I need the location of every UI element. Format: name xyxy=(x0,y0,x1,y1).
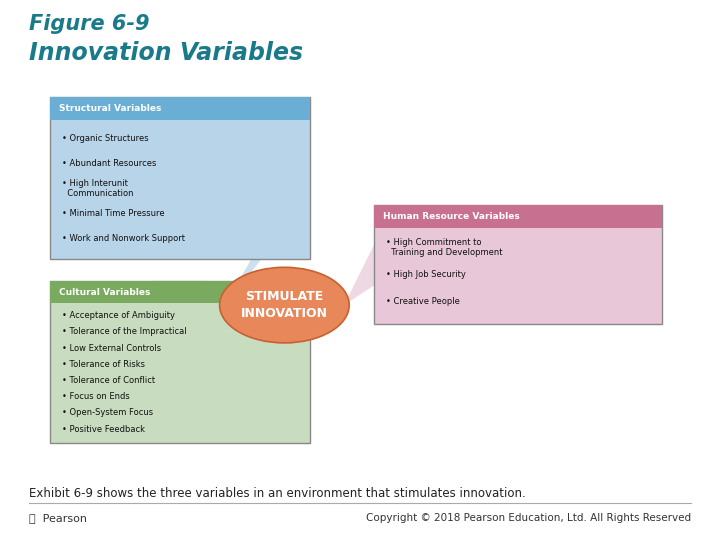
FancyBboxPatch shape xyxy=(374,205,662,228)
Text: Cultural Variables: Cultural Variables xyxy=(59,288,150,296)
Polygon shape xyxy=(344,244,374,305)
Text: Copyright © 2018 Pearson Education, Ltd. All Rights Reserved: Copyright © 2018 Pearson Education, Ltd.… xyxy=(366,514,691,523)
Text: • Tolerance of Risks: • Tolerance of Risks xyxy=(62,360,145,369)
Text: • Creative People: • Creative People xyxy=(386,297,460,306)
Text: • Focus on Ends: • Focus on Ends xyxy=(62,392,130,401)
Text: • Positive Feedback: • Positive Feedback xyxy=(62,424,145,434)
Text: Structural Variables: Structural Variables xyxy=(59,104,161,113)
Text: Figure 6-9: Figure 6-9 xyxy=(29,14,149,33)
Text: Human Resource Variables: Human Resource Variables xyxy=(383,212,520,221)
Text: • Abundant Resources: • Abundant Resources xyxy=(62,159,156,168)
FancyBboxPatch shape xyxy=(50,281,310,303)
FancyBboxPatch shape xyxy=(50,97,310,120)
Text: STIMULATE
INNOVATION: STIMULATE INNOVATION xyxy=(241,290,328,320)
Text: • High Job Security: • High Job Security xyxy=(386,270,466,279)
FancyBboxPatch shape xyxy=(50,281,310,443)
Text: • Tolerance of Conflict: • Tolerance of Conflict xyxy=(62,376,155,385)
Polygon shape xyxy=(225,158,310,305)
FancyBboxPatch shape xyxy=(50,97,310,259)
Text: Innovation Variables: Innovation Variables xyxy=(29,40,303,64)
FancyBboxPatch shape xyxy=(374,205,662,324)
Ellipse shape xyxy=(220,267,349,343)
Text: • Open-System Focus: • Open-System Focus xyxy=(62,408,153,417)
Text: • Organic Structures: • Organic Structures xyxy=(62,134,148,143)
Text: • Acceptance of Ambiguity: • Acceptance of Ambiguity xyxy=(62,311,175,320)
Text: • Minimal Time Pressure: • Minimal Time Pressure xyxy=(62,208,165,218)
Text: • Tolerance of the Impractical: • Tolerance of the Impractical xyxy=(62,327,186,336)
Text: Ⓟ  Pearson: Ⓟ Pearson xyxy=(29,514,87,523)
Text: • High Interunit
  Communication: • High Interunit Communication xyxy=(62,179,133,198)
Text: • Work and Nonwork Support: • Work and Nonwork Support xyxy=(62,234,185,242)
Polygon shape xyxy=(153,281,284,340)
Text: Exhibit 6-9 shows the three variables in an environment that stimulates innovati: Exhibit 6-9 shows the three variables in… xyxy=(29,487,526,500)
Text: • High Commitment to
  Training and Development: • High Commitment to Training and Develo… xyxy=(386,238,503,258)
Text: • Low External Controls: • Low External Controls xyxy=(62,343,161,353)
